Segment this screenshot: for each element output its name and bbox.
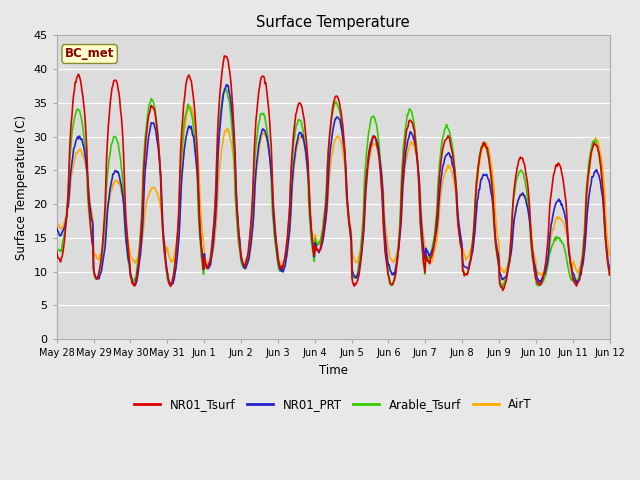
Text: BC_met: BC_met <box>65 48 115 60</box>
Title: Surface Temperature: Surface Temperature <box>257 15 410 30</box>
Y-axis label: Surface Temperature (C): Surface Temperature (C) <box>15 115 28 260</box>
X-axis label: Time: Time <box>319 364 348 377</box>
Legend: NR01_Tsurf, NR01_PRT, Arable_Tsurf, AirT: NR01_Tsurf, NR01_PRT, Arable_Tsurf, AirT <box>129 394 537 416</box>
